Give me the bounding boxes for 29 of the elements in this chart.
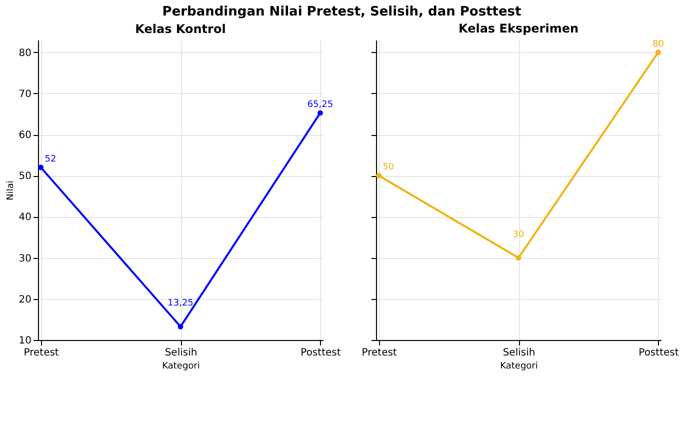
point: [317, 110, 323, 116]
x-tick-label: Posttest: [300, 348, 341, 358]
x-tick-label: Posttest: [638, 348, 679, 358]
y-tick-label: 40: [18, 212, 32, 224]
data-label: 80: [652, 39, 664, 50]
point: [38, 164, 44, 170]
x-tick-label: Selisih: [502, 348, 536, 358]
x-tick-label: Selisih: [164, 348, 198, 358]
y-tick-label: 30: [18, 253, 32, 264]
data-label: 30: [512, 230, 524, 240]
data-label: 13,25: [168, 298, 194, 309]
point: [178, 324, 184, 330]
data-label: 65,25: [307, 100, 334, 110]
y-tick-label: 50: [18, 171, 32, 182]
y-axis-title: Nilai: [6, 180, 16, 200]
x-axis-title: Kategori: [162, 362, 200, 372]
y-tick-label: 20: [18, 294, 32, 306]
y-tick-label: 10: [18, 336, 32, 346]
x-tick-label: Pretest: [24, 348, 59, 358]
chart-title: Kelas Kontrol: [135, 22, 226, 36]
y-tick-label: 80: [18, 48, 32, 59]
y-tick-label: 70: [18, 88, 32, 100]
x-axis-title: Kategori: [500, 362, 538, 372]
text: Perbandingan Nilai Pretest, Selisih, dan Posttest: [162, 4, 522, 20]
y-tick-label: 60: [18, 130, 32, 142]
data-label: 50: [382, 162, 395, 173]
chart-title: Kelas Eksperimen: [458, 21, 579, 36]
x-tick-label: Pretest: [362, 348, 397, 358]
data-label: 52: [44, 154, 56, 164]
